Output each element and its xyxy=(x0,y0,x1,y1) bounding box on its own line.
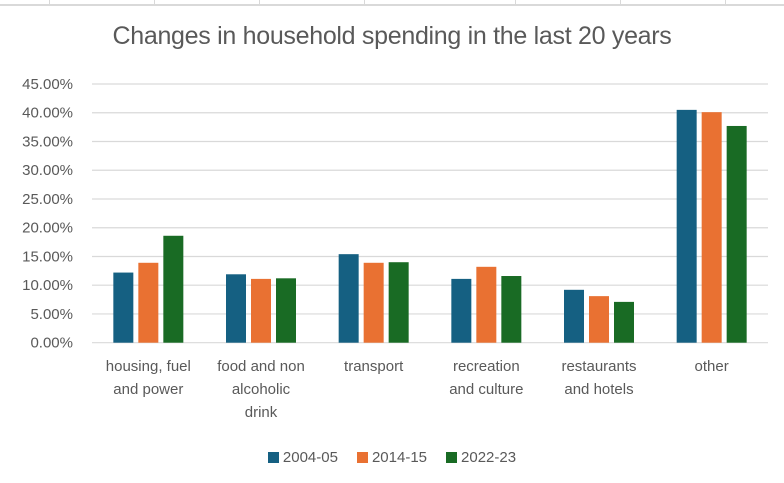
bar-2004-05 xyxy=(676,109,697,343)
bar-2014-15 xyxy=(589,296,609,343)
x-tick-label-line: alcoholic xyxy=(231,381,291,398)
x-tick-label: food and non alcoholic drink xyxy=(205,355,317,424)
bar-2004-05 xyxy=(338,254,359,343)
legend: 2004-05 2014-15 2022-23 xyxy=(0,449,784,466)
x-tick-label: restaurants and hotels xyxy=(543,355,655,401)
legend-label: 2022-23 xyxy=(461,449,517,466)
bar-2004-05 xyxy=(226,274,246,343)
bar-2014-15 xyxy=(363,262,384,343)
bar-2022-23 xyxy=(614,301,634,343)
bar-2022-23 xyxy=(276,278,296,343)
y-tick-label: 45.00% xyxy=(22,76,73,93)
bar-2004-05 xyxy=(451,278,472,343)
x-tick-label-line: recreation xyxy=(452,358,520,375)
x-tick-label-line: and hotels xyxy=(564,381,634,398)
legend-item: 2014-15 xyxy=(356,449,428,466)
bar-2022-23 xyxy=(163,235,184,343)
y-tick-label: 30.00% xyxy=(22,162,73,179)
legend-swatch xyxy=(356,452,368,463)
x-tick-label-line: drink xyxy=(244,404,278,421)
x-tick-label-line: restaurants xyxy=(561,358,637,375)
x-tick-label-line: other xyxy=(694,358,729,375)
spreadsheet-column-line xyxy=(49,0,50,4)
bar-2014-15 xyxy=(138,262,159,343)
legend-swatch xyxy=(446,452,458,463)
x-tick-label: other xyxy=(656,355,768,378)
y-tick-label: 25.00% xyxy=(22,191,73,208)
legend-item: 2022-23 xyxy=(446,449,516,466)
legend-swatch xyxy=(267,452,279,463)
x-tick-label: housing, fuel and power xyxy=(92,355,204,401)
x-tick-label-line: and power xyxy=(113,381,184,398)
spreadsheet-column-line xyxy=(154,0,155,4)
legend-label: 2004-05 xyxy=(282,449,338,466)
y-tick-label: 10.00% xyxy=(22,277,73,294)
x-tick-label-line: housing, fuel xyxy=(105,358,191,375)
legend-item: 2004-05 xyxy=(267,449,338,466)
spreadsheet-column-line xyxy=(259,0,260,4)
spreadsheet-grid-strip xyxy=(0,0,784,6)
legend-label: 2014-15 xyxy=(371,449,428,466)
y-tick-label: 40.00% xyxy=(22,105,73,122)
x-tick-label: recreation and culture xyxy=(430,355,542,401)
chart-title: Changes in household spending in the las… xyxy=(112,22,672,50)
spreadsheet-column-line xyxy=(725,0,726,4)
x-tick-label: transport xyxy=(318,355,430,378)
bar-2022-23 xyxy=(726,125,747,343)
spreadsheet-column-line xyxy=(620,0,621,4)
x-tick-label-line: and culture xyxy=(449,381,524,398)
bar-2014-15 xyxy=(476,266,497,343)
bar-2014-15 xyxy=(701,112,722,343)
y-tick-label: 15.00% xyxy=(22,248,73,265)
bar-2014-15 xyxy=(251,278,271,343)
spreadsheet-column-line xyxy=(515,0,516,4)
x-tick-label-line: transport xyxy=(344,358,404,375)
bar-2004-05 xyxy=(113,272,134,343)
bar-2022-23 xyxy=(388,262,409,343)
x-tick-label-line: food and non xyxy=(217,358,305,375)
y-tick-label: 35.00% xyxy=(22,133,73,150)
y-tick-label: 0.00% xyxy=(30,335,73,352)
spreadsheet-column-line xyxy=(364,0,365,4)
y-tick-label: 5.00% xyxy=(30,306,73,323)
y-tick-label: 20.00% xyxy=(22,220,73,237)
bar-2004-05 xyxy=(564,289,584,343)
bar-2022-23 xyxy=(501,276,522,343)
